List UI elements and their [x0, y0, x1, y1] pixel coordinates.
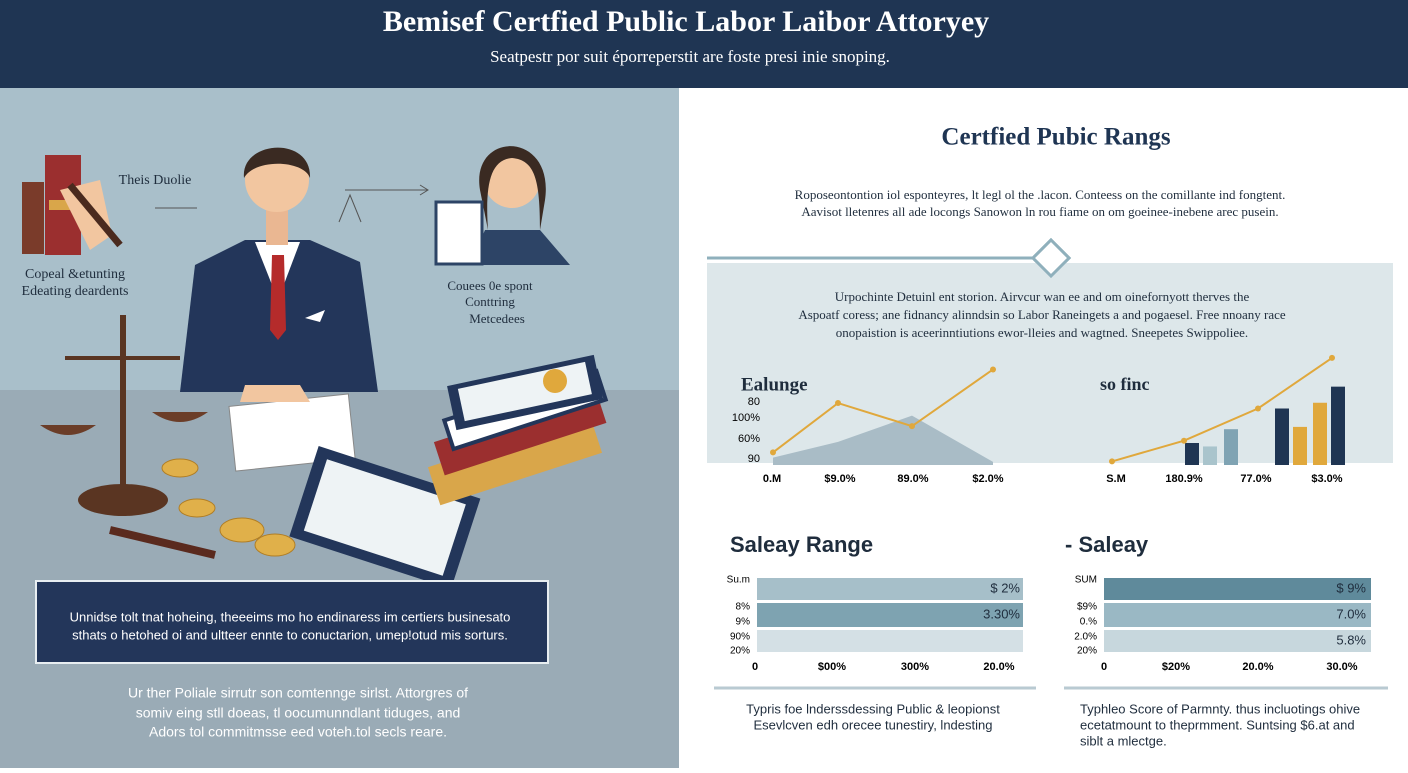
label: Couees 0e spont — [447, 278, 533, 293]
y-label: 60% — [738, 433, 760, 445]
row-label: SUM — [1075, 575, 1097, 586]
label: Conttring — [465, 294, 515, 309]
note: siblt a mlectge. — [1080, 733, 1167, 748]
row-label: 20% — [730, 646, 750, 657]
bar-label: 5.8% — [1336, 632, 1366, 647]
band-text: Aspoatf coress; ane fidnancy alinndsin s… — [798, 307, 1286, 322]
note: Esevlcven edh orecee tunestiry, lndestin… — [754, 717, 993, 732]
diamond — [1030, 237, 1072, 279]
salary-bar — [757, 630, 1023, 652]
area — [773, 415, 993, 465]
row-label: Su.m — [727, 575, 750, 586]
x-label: $20% — [1162, 661, 1190, 673]
label: Edeating deardents — [22, 284, 129, 299]
x-label: 30.0% — [1326, 661, 1357, 673]
bar — [1275, 408, 1289, 466]
x-label: 20.0% — [1242, 661, 1273, 673]
callout-box — [35, 580, 549, 664]
label: Copeal &etunting — [25, 267, 125, 282]
salary-bar — [1104, 578, 1371, 600]
x-label: 0 — [1101, 661, 1107, 673]
x-label: $2.0% — [972, 473, 1003, 485]
label: Theis Duolie — [119, 173, 192, 188]
x-label: 300% — [901, 661, 929, 673]
note: Adors tol commitmsse eed voteh.tol secls… — [149, 724, 447, 740]
note: Typhleo Score of Parmnty. thus incluotin… — [1080, 701, 1360, 716]
y-label: 80 — [748, 396, 760, 408]
salary-bar — [1104, 603, 1371, 627]
point — [1255, 405, 1261, 412]
callout-text: sthats o hetohed oi and ultteer ennte to… — [72, 627, 508, 642]
header-bar — [0, 0, 1408, 88]
bar — [1331, 386, 1345, 466]
subtitle: Seatpestr por suit éporreperstit are fos… — [490, 47, 890, 66]
bar — [1185, 443, 1199, 466]
line — [772, 368, 994, 454]
chart-title: Ealunge — [741, 374, 808, 395]
band-text: onopaistion is aceerinntiutions ewor-lle… — [836, 325, 1248, 340]
x-label: $3.0% — [1311, 473, 1342, 485]
section-title: Certfied Pubic Rangs — [941, 124, 1170, 151]
x-label: 77.0% — [1240, 473, 1271, 485]
point — [909, 423, 915, 430]
salary-bar — [757, 603, 1023, 627]
point — [1181, 437, 1187, 444]
note: ecetatmount to theprmment. Suntsing $6.a… — [1080, 717, 1355, 732]
x-label: S.M — [1106, 473, 1126, 485]
x-label: 0.M — [763, 473, 781, 485]
x-label: 20.0% — [983, 661, 1014, 673]
chart-title: so finc — [1100, 374, 1150, 394]
row-label: $9% — [1077, 602, 1097, 613]
note: somiv eing stll doeas, tl oocumunndlant … — [136, 705, 461, 721]
salary-title: Saleay Range — [730, 532, 873, 557]
point — [1329, 354, 1335, 361]
salary-bar — [757, 578, 1023, 600]
row-label: 0.% — [1080, 617, 1097, 628]
intro: Aavisot lletenres all ade locongs Sanowo… — [801, 204, 1278, 219]
bar — [1313, 402, 1327, 466]
bar-label: $ 2% — [990, 580, 1020, 595]
line — [1111, 357, 1333, 463]
y-label: 90 — [748, 453, 760, 465]
band-text: Urpochinte Detuinl ent storion. Airvcur … — [835, 289, 1250, 304]
bar — [1224, 429, 1238, 466]
callout-text: Unnidse tolt tnat hoheing, theeeims mo h… — [70, 609, 511, 624]
note: Typris foe lnderssdessing Public & leopi… — [746, 701, 1000, 716]
bar-label: 7.0% — [1336, 606, 1366, 621]
x-label: 89.0% — [897, 473, 928, 485]
row-label: 9% — [736, 617, 751, 628]
x-label: $9.0% — [824, 473, 855, 485]
point — [835, 400, 841, 407]
x-label: 180.9% — [1165, 473, 1203, 485]
title: Bemisef Certfied Public Labor Laibor Att… — [383, 5, 989, 38]
salary-bar — [1104, 630, 1371, 652]
bar — [1203, 446, 1217, 466]
row-label: 20% — [1077, 646, 1097, 657]
row-label: 2.0% — [1074, 632, 1097, 643]
bar — [1293, 426, 1307, 466]
label: Metcedees — [469, 311, 525, 326]
note: Ur ther Poliale sirrutr son comtennge si… — [128, 685, 468, 701]
bar-label: $ 9% — [1336, 580, 1366, 595]
point — [1109, 458, 1115, 465]
illustration — [22, 146, 1072, 589]
row-label: 90% — [730, 632, 750, 643]
intro: Roposeontontion iol esponteyres, lt legl… — [795, 187, 1286, 202]
x-label: $00% — [818, 661, 846, 673]
salary-title: - Saleay — [1065, 532, 1149, 557]
point — [990, 366, 996, 373]
x-label: 0 — [752, 661, 758, 673]
y-label: 100% — [732, 412, 760, 424]
point — [770, 449, 776, 456]
row-label: 8% — [736, 602, 751, 613]
bar-label: 3.30% — [983, 606, 1020, 621]
